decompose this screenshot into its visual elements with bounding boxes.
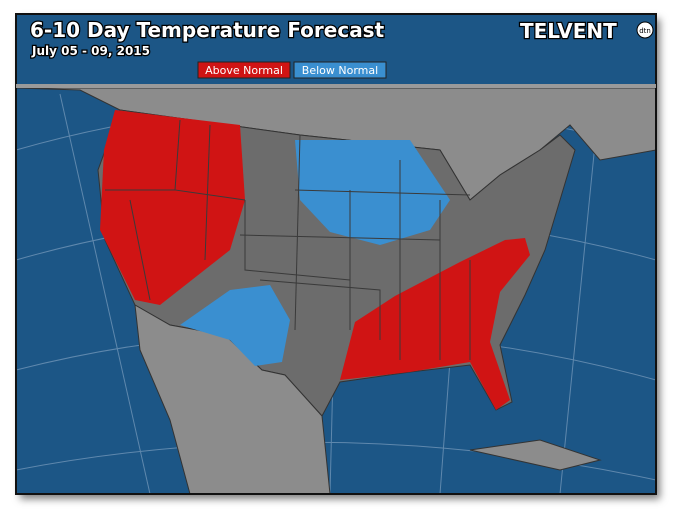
date: July 05 - 09, 2015 — [31, 44, 150, 58]
logo: TELVENT — [520, 19, 617, 43]
above-normal-southeast — [340, 238, 530, 410]
state-borders — [105, 119, 471, 360]
legend-swatch — [197, 61, 291, 79]
cuba — [469, 439, 602, 471]
map-border — [15, 13, 657, 495]
logo-badge: dtn — [639, 27, 651, 35]
map — [16, 87, 656, 494]
legend-swatch — [293, 61, 387, 79]
legend-label: Above Normal — [205, 64, 283, 77]
logo-badge-circle — [636, 21, 654, 39]
legend-label: Below Normal — [302, 64, 378, 77]
below-normal-southwest — [180, 285, 290, 366]
title: 6-10 Day Temperature Forecast — [30, 18, 385, 42]
legend: Above Normal Below Normal — [197, 61, 387, 79]
